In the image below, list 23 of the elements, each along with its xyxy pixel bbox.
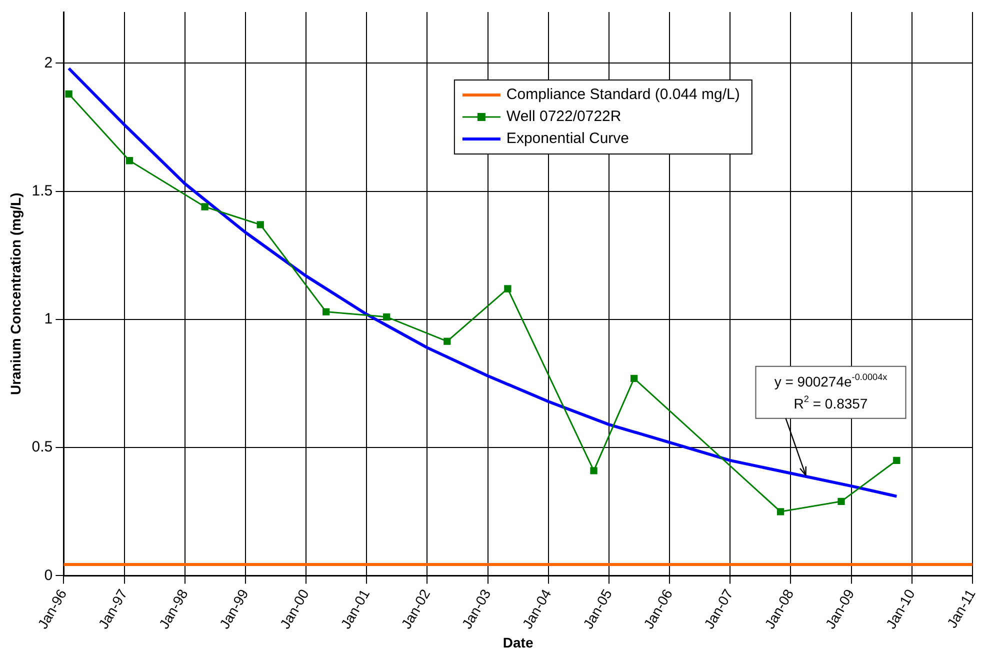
point (776, 508, 784, 516)
y-tick-label: 2 (44, 54, 53, 72)
point (838, 498, 845, 505)
legend-label: Well 0722/0722R (506, 108, 622, 126)
point (630, 374, 638, 382)
point (65, 90, 72, 98)
y-tick-label: 1.5 (32, 182, 53, 200)
y-tick-label: 0 (44, 566, 53, 584)
point (590, 467, 598, 474)
y-tick-label: 1 (44, 310, 53, 328)
legend-label: Compliance Standard (0.044 mg/L) (506, 86, 740, 104)
point (383, 313, 390, 321)
point (893, 456, 900, 464)
point (444, 338, 451, 345)
y-axis-title: Uranium Concentration (mg/L) (7, 192, 24, 395)
x-axis-title: Date (502, 634, 534, 650)
point (322, 308, 330, 316)
legend-label: Exponential Curve (506, 130, 630, 148)
point (201, 203, 208, 210)
point (126, 157, 134, 164)
point (256, 221, 264, 228)
point (504, 285, 512, 292)
y-tick-label: 0.5 (32, 438, 53, 456)
